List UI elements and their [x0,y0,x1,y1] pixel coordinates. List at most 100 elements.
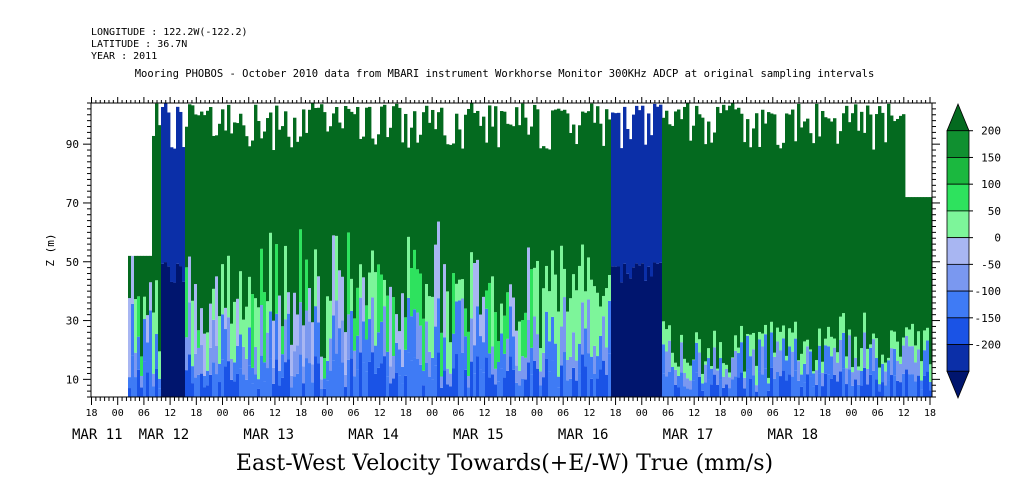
colorbar-segment [946,237,970,265]
y-tick-label: 50 [66,256,79,269]
colorbar-label: -150 [975,312,1002,325]
heatmap-cell [818,328,822,346]
heatmap-cell [449,144,453,343]
heatmap-cell [791,332,795,352]
heatmap-cell [833,338,837,348]
heatmap-cell [233,301,237,363]
heatmap-cell [257,379,261,389]
heatmap-cell [521,378,525,397]
heatmap-cell [227,104,231,256]
heatmap-cell [458,279,462,301]
heatmap-cell [788,328,792,347]
heatmap-cell [662,117,666,322]
heatmap-cell [539,371,543,386]
heatmap-cell [422,385,426,397]
heatmap-cell [920,380,924,390]
heatmap-cell [143,361,147,397]
heatmap-cell [635,105,639,264]
heatmap-cell [350,278,354,311]
heatmap-cell [392,355,396,379]
heatmap-cell [164,103,168,263]
heatmap-cell [293,376,297,397]
heatmap-cell [842,313,846,333]
heatmap-cell [704,144,708,362]
heatmap-cell [731,358,735,380]
heatmap-cell [401,142,405,294]
heatmap-cell [773,356,777,379]
heatmap-cell [695,342,699,373]
colorbar: 200 150 100 50 0 -50 -100 -150 -200 [946,102,1002,400]
heatmap-cell [683,372,687,387]
heatmap-cell [749,356,753,379]
heatmap-cell [239,271,243,335]
heatmap-cell [449,373,453,387]
heatmap-cell [545,265,549,312]
heatmap-cell [602,295,606,317]
heatmap-cell [692,380,696,397]
heatmap-cell [467,375,471,388]
heatmap-cell [152,373,156,387]
heatmap-cell [746,119,750,334]
heatmap-cell [155,280,159,334]
heatmap-cell [794,141,798,322]
heatmap-cell [779,376,783,397]
heatmap-cell [512,336,516,370]
heatmap-cell [854,379,858,397]
heatmap-cell [884,362,888,372]
heatmap-cell [344,332,348,375]
heatmap-cell [803,341,807,364]
heatmap-cell [515,330,519,366]
heatmap-cell [920,389,924,397]
heatmap-cell [527,247,531,320]
heatmap-cell [431,357,435,380]
heatmap-cell [458,300,462,354]
heatmap-cell [326,360,330,381]
heatmap-cell [458,129,462,280]
heatmap-cell [575,360,579,381]
heatmap-cell [281,126,285,327]
heatmap-cell [902,114,906,338]
heatmap-cell [773,352,777,357]
x-hour-label: 18 [505,408,517,419]
heatmap-cell [368,361,372,397]
heatmap-cell [206,370,210,386]
heatmap-cell [440,376,444,388]
heatmap-cell [158,388,162,397]
heatmap-cell [485,290,489,309]
heatmap-cell [782,142,786,326]
heatmap-cell [857,366,861,371]
heatmap-cell [674,111,678,363]
heatmap-cell [536,368,540,397]
heatmap-cell [908,346,912,375]
heatmap-cell [188,104,192,257]
heatmap-cell [833,118,837,339]
heatmap-cell [230,358,234,380]
heatmap-cell [692,125,696,360]
heatmap-cell [677,366,681,376]
heatmap-cell [203,115,207,334]
heatmap-cell [830,336,834,357]
heatmap-cell [284,319,288,363]
heatmap-cell [878,367,882,385]
heatmap-cell [866,368,870,385]
heatmap-cell [323,388,327,397]
heatmap-cell [278,295,282,372]
heatmap-cell [287,136,291,293]
heatmap-cell [152,386,156,397]
heatmap-cell [563,268,567,298]
heatmap-cell [599,335,603,370]
heatmap-cell [407,297,411,353]
heatmap-cell [782,338,786,371]
heatmap-cell [845,105,849,357]
heatmap-cell [605,347,609,375]
heatmap-cell [137,255,141,297]
heatmap-cell [371,352,375,397]
heatmap-cell [572,367,576,397]
heatmap-cell [470,361,474,397]
heatmap-cell [839,339,843,372]
heatmap-cell [437,112,441,222]
heatmap-cell [425,283,429,322]
heatmap-cell [188,256,192,303]
heatmap-cell [407,236,411,298]
